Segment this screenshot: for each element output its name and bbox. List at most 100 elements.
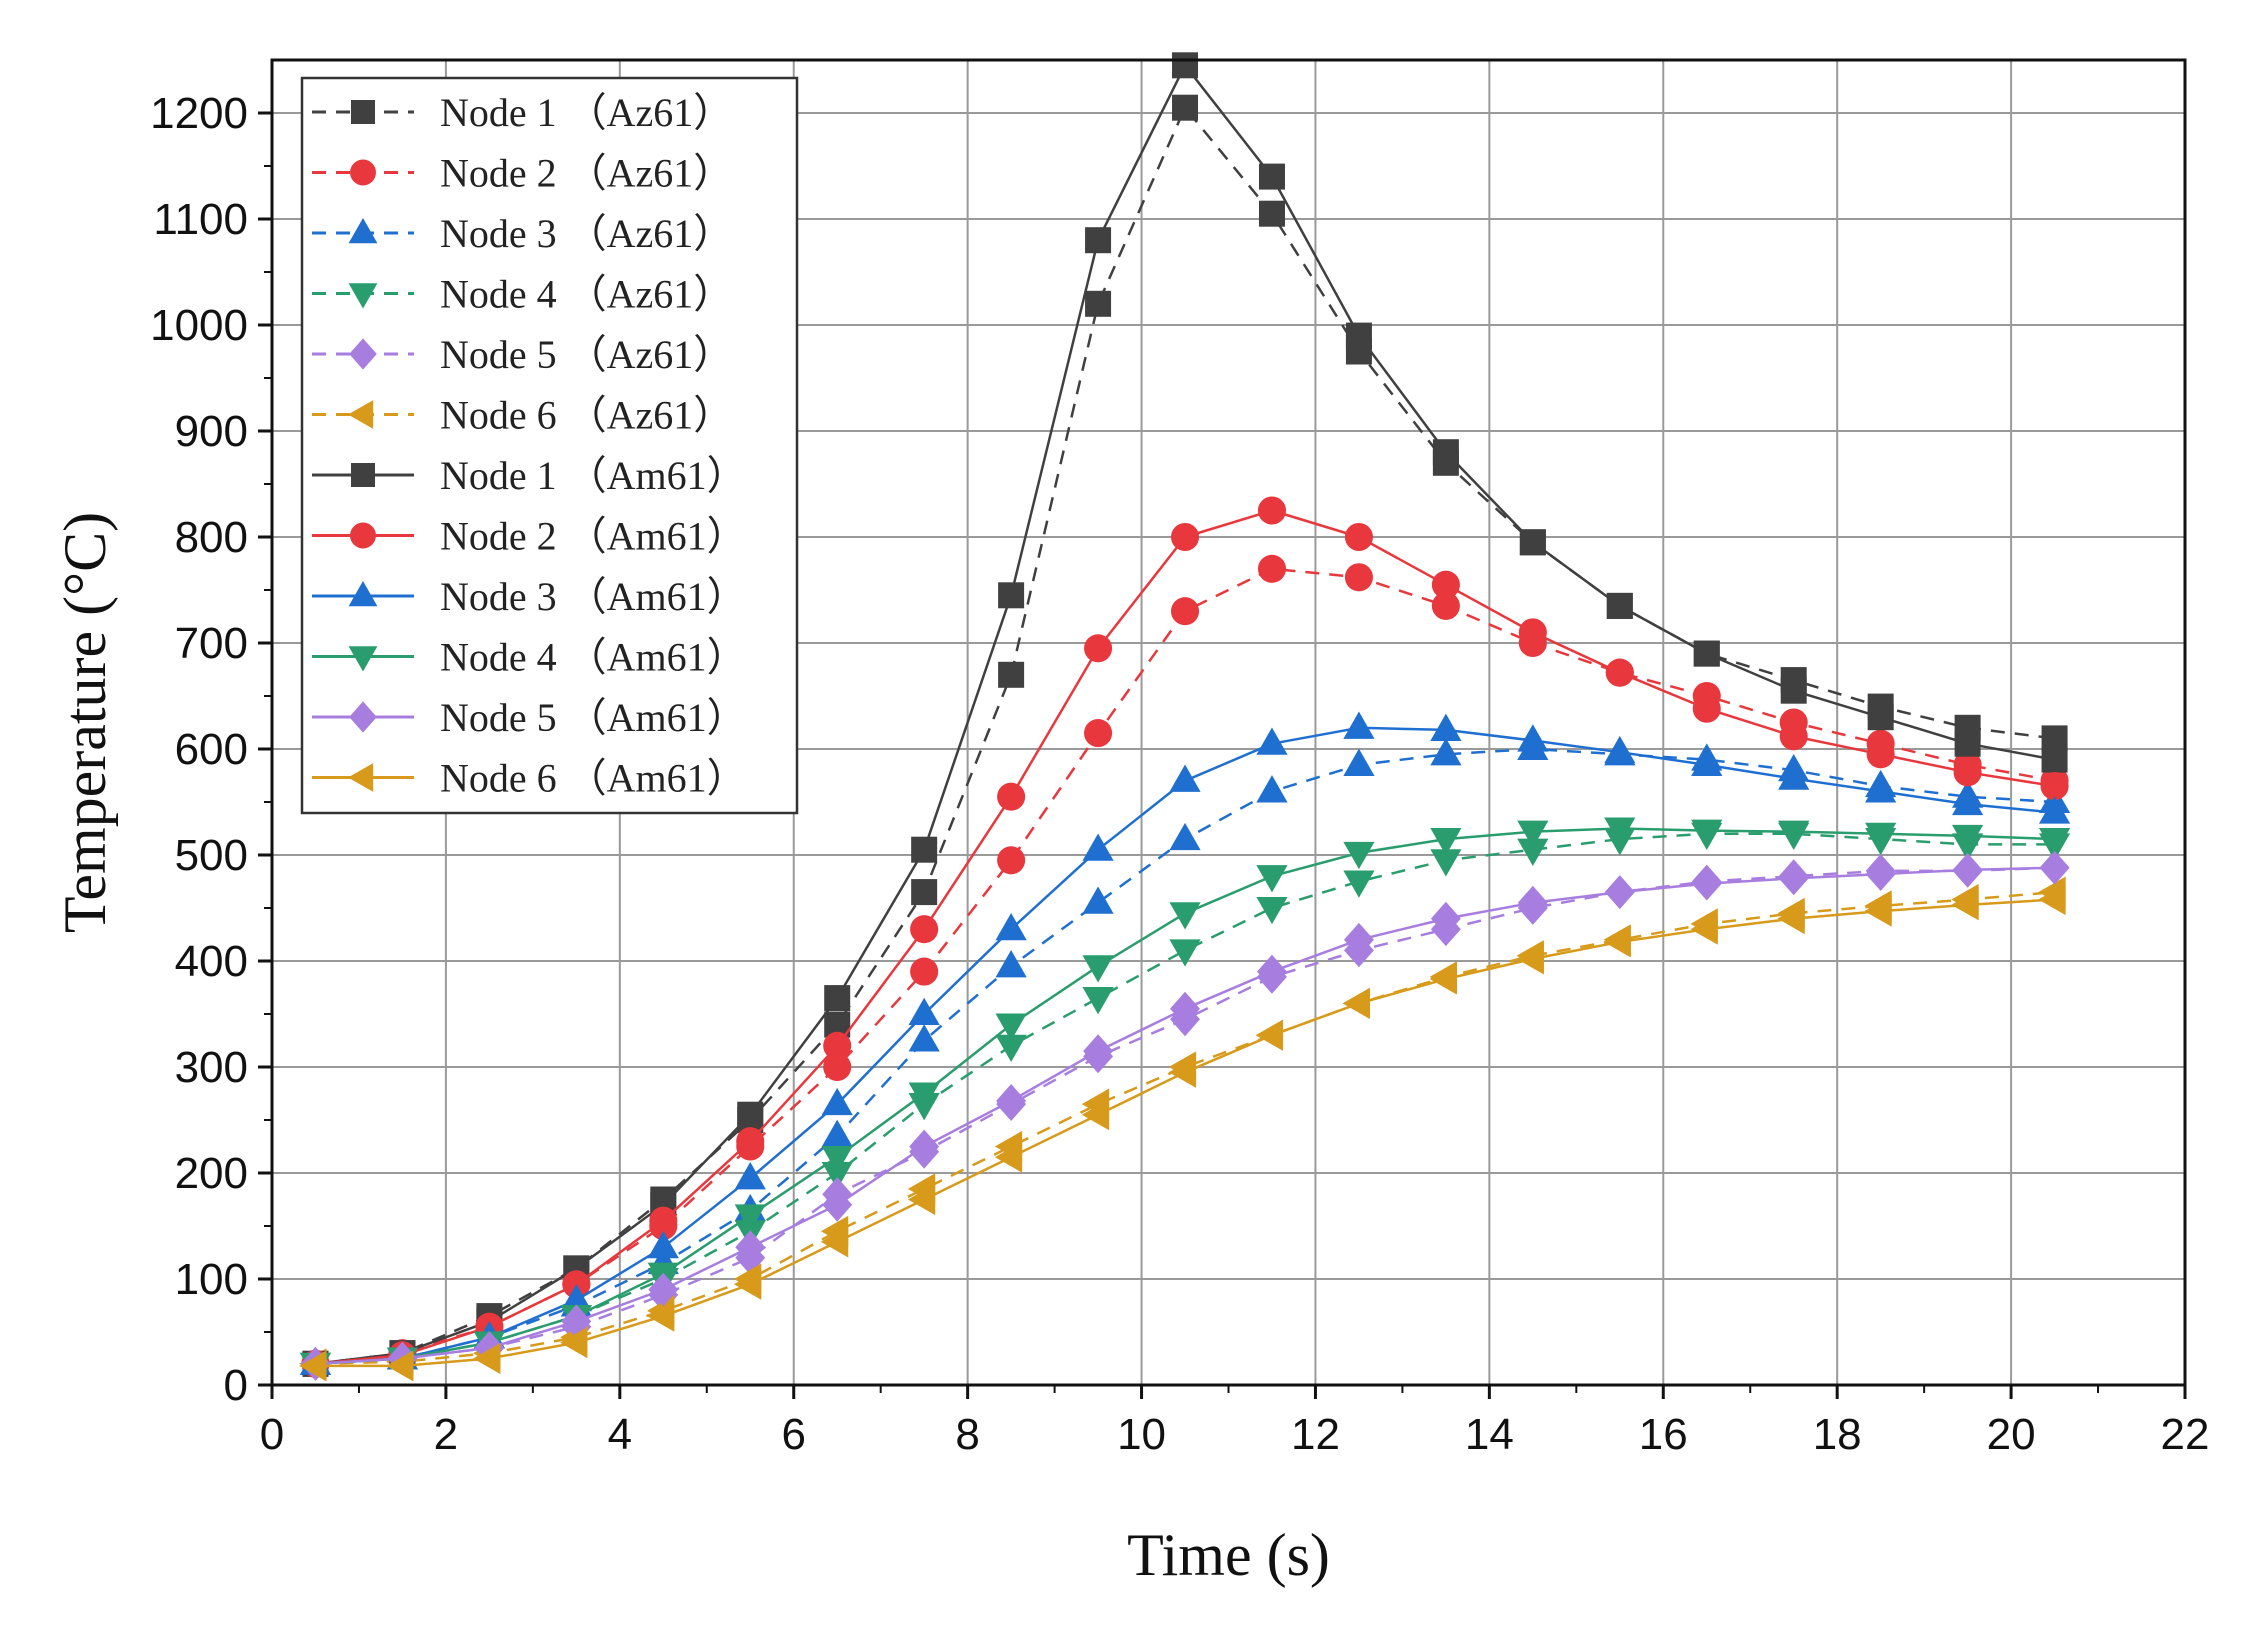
data-point-circle: [1953, 758, 1982, 787]
data-point-triangle-left: [348, 763, 374, 792]
x-tick-label: 16: [1639, 1410, 1688, 1459]
data-point-triangle-up: [348, 218, 378, 244]
y-tick-label: 400: [175, 937, 248, 986]
series-group: [299, 52, 2071, 1382]
data-point-circle: [1431, 591, 1460, 620]
data-point-square: [911, 836, 938, 863]
data-point-square: [1345, 322, 1372, 349]
data-point-triangle-up: [1604, 735, 1636, 764]
data-point-diamond: [1343, 922, 1374, 957]
data-point-circle: [1084, 634, 1113, 663]
data-point-square: [351, 100, 375, 124]
legend-label: Node 6 （Az61）: [440, 393, 733, 438]
data-point-diamond: [1691, 866, 1722, 901]
data-point-square: [1432, 439, 1459, 466]
legend-entry: Node 3 （Az61）: [312, 211, 733, 256]
data-point-triangle-left: [1516, 943, 1544, 975]
data-point-diamond: [1778, 861, 1809, 896]
data-point-triangle-down: [348, 283, 378, 309]
data-point-triangle-left: [647, 1300, 675, 1332]
data-point-triangle-up: [1256, 727, 1288, 755]
data-point-triangle-left: [1342, 987, 1370, 1019]
y-tick-label: 200: [175, 1149, 248, 1198]
legend-entry: Node 6 （Az61）: [312, 393, 733, 438]
legend-label: Node 4 （Az61）: [440, 272, 733, 317]
x-tick-label: 8: [955, 1410, 979, 1459]
data-point-triangle-up: [995, 912, 1027, 941]
data-point-triangle-left: [473, 1342, 501, 1375]
y-tick-label: 1000: [150, 301, 248, 350]
data-point-diamond: [822, 1187, 853, 1222]
data-point-triangle-up: [1082, 833, 1114, 861]
data-point-square: [998, 661, 1025, 688]
data-point-circle: [736, 1127, 765, 1156]
data-point-triangle-up: [734, 1162, 766, 1190]
data-point-triangle-down: [1952, 824, 1984, 853]
data-point-triangle-left: [560, 1327, 588, 1359]
y-tick-label: 500: [175, 831, 248, 880]
data-point-triangle-down: [1430, 849, 1462, 877]
data-point-square: [911, 879, 938, 906]
y-tick-label: 700: [175, 619, 248, 668]
data-point-diamond: [648, 1272, 679, 1307]
legend-label: Node 3 （Am61）: [440, 574, 747, 619]
legend-label: Node 5 （Az61）: [440, 332, 733, 377]
data-point-triangle-down: [995, 1013, 1027, 1041]
data-point-circle: [649, 1206, 678, 1235]
data-point-triangle-left: [820, 1226, 849, 1258]
data-point-triangle-left: [1255, 1019, 1284, 1051]
x-tick-label: 4: [608, 1410, 632, 1459]
data-point-triangle-up: [1256, 775, 1288, 803]
data-point-circle: [1257, 554, 1287, 583]
data-point-circle: [1170, 597, 1200, 626]
y-tick-label: 600: [175, 725, 248, 774]
legend-label: Node 2 （Az61）: [440, 151, 733, 196]
data-point-diamond: [2039, 850, 2070, 885]
y-tick-label: 100: [175, 1255, 248, 1304]
x-tick-label: 6: [781, 1410, 805, 1459]
data-point-triangle-up: [1778, 762, 1810, 790]
y-tick-label: 800: [175, 513, 248, 562]
data-point-square: [2041, 746, 2068, 773]
y-tick-label: 300: [175, 1043, 248, 1092]
data-point-triangle-up: [1430, 713, 1462, 741]
series-line: [315, 832, 2055, 1366]
data-point-triangle-left: [1777, 903, 1805, 935]
data-point-diamond: [909, 1129, 940, 1164]
data-point-diamond: [1604, 875, 1635, 909]
data-point-diamond: [1865, 857, 1896, 891]
data-point-triangle-up: [1691, 748, 1723, 776]
x-tick-label: 0: [260, 1410, 284, 1459]
x-tick-label: 22: [2161, 1410, 2210, 1459]
x-axis-title: Time (s): [1127, 1522, 1330, 1588]
data-point-triangle-up: [995, 950, 1027, 978]
legend-label: Node 1 （Az61）: [440, 90, 733, 135]
data-point-square: [1606, 592, 1633, 619]
data-point-triangle-up: [1169, 822, 1201, 851]
data-point-square: [1172, 52, 1199, 79]
data-point-triangle-down: [348, 646, 378, 672]
data-point-diamond: [1430, 901, 1461, 936]
x-tick-label: 10: [1117, 1410, 1166, 1459]
y-tick-label: 900: [175, 407, 248, 456]
data-point-square: [1954, 730, 1981, 757]
data-point-triangle-down: [1517, 838, 1549, 866]
data-point-triangle-down: [908, 1082, 940, 1110]
data-point-triangle-down: [1169, 902, 1201, 930]
data-point-diamond: [996, 1084, 1027, 1118]
data-point-triangle-down: [1604, 817, 1636, 845]
data-point-triangle-left: [299, 1350, 327, 1382]
legend-entry: Node 3 （Am61）: [312, 574, 747, 619]
data-point-triangle-down: [1256, 896, 1288, 925]
data-point-diamond: [735, 1230, 766, 1265]
series-line: [315, 106, 2055, 1366]
data-point-triangle-left: [386, 1350, 414, 1382]
data-point-diamond: [474, 1331, 505, 1365]
data-point-square: [1172, 94, 1199, 121]
data-point-circle: [1170, 522, 1200, 552]
data-point-triangle-left: [348, 400, 374, 429]
data-point-triangle-down: [1343, 870, 1375, 898]
data-point-triangle-up: [1169, 764, 1201, 792]
data-point-triangle-up: [1952, 787, 1984, 816]
